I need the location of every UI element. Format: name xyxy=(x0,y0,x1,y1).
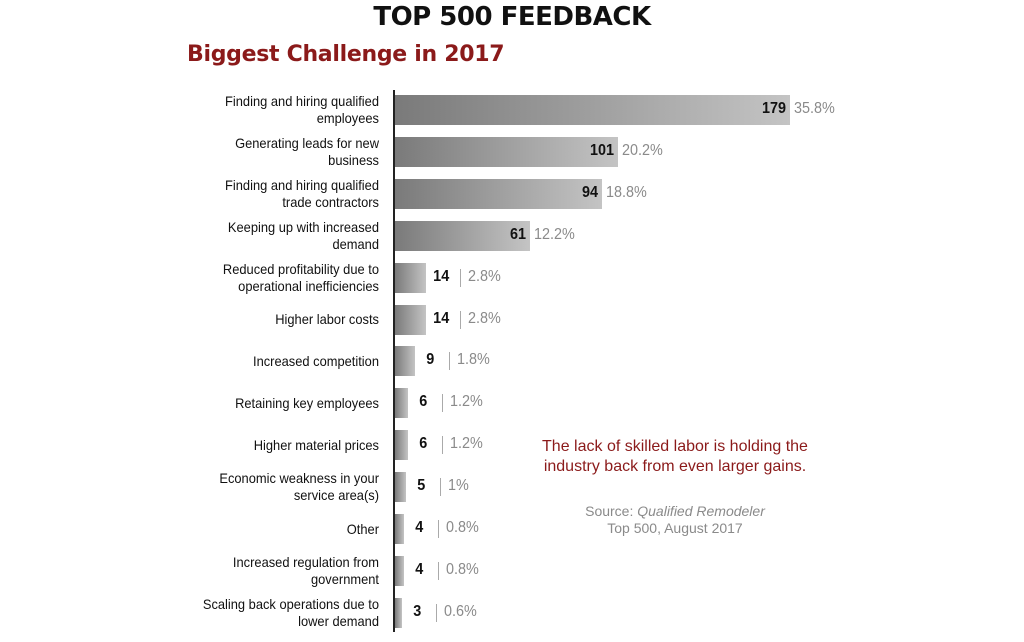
category-label: Increased competition xyxy=(252,353,379,369)
bar xyxy=(395,346,415,377)
category-label: Increased regulation from government xyxy=(232,554,379,587)
bar xyxy=(395,262,426,293)
category-label: Retaining key employees xyxy=(235,395,379,411)
value-separator xyxy=(449,352,450,370)
bar-percent-label: 12.2% xyxy=(534,226,575,243)
bar-value-label: 14 xyxy=(433,310,450,327)
bar xyxy=(395,388,408,419)
value-separator xyxy=(442,436,443,454)
bar-value-label: 94 xyxy=(581,184,598,201)
bar-value-label: 4 xyxy=(415,519,424,536)
value-separator xyxy=(460,311,461,329)
value-separator xyxy=(460,269,461,287)
source-publication: Qualified Remodeler xyxy=(637,503,765,519)
source-prefix: Source: xyxy=(585,503,638,519)
bar xyxy=(395,514,404,544)
bar-percent-label: 2.8% xyxy=(468,310,501,327)
bar xyxy=(395,304,426,335)
bar-percent-label: 0.6% xyxy=(444,603,477,620)
bar-value-label: 9 xyxy=(426,351,435,368)
value-separator xyxy=(438,562,439,580)
category-label: Higher labor costs xyxy=(275,311,379,327)
bar xyxy=(395,555,404,586)
bar-value-label: 5 xyxy=(417,477,426,494)
bar-percent-label: 1.2% xyxy=(450,435,483,452)
category-axis-line xyxy=(393,90,395,632)
category-label: Economic weakness in your service area(s… xyxy=(219,470,379,503)
value-separator xyxy=(438,520,439,538)
source-suffix: Top 500, August 2017 xyxy=(607,520,743,536)
bar xyxy=(395,95,790,125)
category-label: Finding and hiring qualified trade contr… xyxy=(225,177,379,210)
category-label: Scaling back operations due to lower dem… xyxy=(202,596,379,629)
bar-percent-label: 35.8% xyxy=(794,100,835,117)
bar-percent-label: 1.2% xyxy=(450,393,483,410)
chart-subtitle: Biggest Challenge in 2017 xyxy=(187,42,505,67)
bar xyxy=(395,430,408,461)
bar xyxy=(395,178,602,209)
bar-percent-label: 0.8% xyxy=(446,519,479,536)
category-label: Higher material prices xyxy=(253,437,379,453)
bar-value-label: 4 xyxy=(415,561,424,578)
bar-value-label: 6 xyxy=(419,435,428,452)
category-label: Other xyxy=(346,521,379,537)
bar-percent-label: 2.8% xyxy=(468,268,501,285)
chart-note: The lack of skilled labor is holding the… xyxy=(542,438,808,475)
value-separator xyxy=(442,394,443,412)
bar-value-label: 179 xyxy=(761,100,786,117)
bar xyxy=(395,220,530,251)
bar-percent-label: 1% xyxy=(448,477,469,494)
bar-percent-label: 18.8% xyxy=(606,184,647,201)
source-credit: Source: Qualified Remodeler Top 500, Aug… xyxy=(540,503,810,537)
bar-value-label: 61 xyxy=(509,226,526,243)
category-label: Keeping up with increased demand xyxy=(227,219,379,252)
bar-value-label: 6 xyxy=(419,393,428,410)
category-label: Generating leads for new business xyxy=(235,135,379,168)
value-separator xyxy=(440,478,441,496)
bar-value-label: 3 xyxy=(413,603,422,620)
value-separator xyxy=(436,604,437,622)
category-label: Reduced profitability due to operational… xyxy=(222,261,379,294)
bar-percent-label: 20.2% xyxy=(622,142,663,159)
bar xyxy=(395,597,402,628)
bar-percent-label: 0.8% xyxy=(446,561,479,578)
bar-value-label: 14 xyxy=(433,268,450,285)
bar-percent-label: 1.8% xyxy=(457,351,490,368)
chart-title: TOP 500 FEEDBACK xyxy=(373,2,651,32)
bar-value-label: 101 xyxy=(589,142,614,159)
bar xyxy=(395,472,406,503)
category-label: Finding and hiring qualified employees xyxy=(225,93,379,126)
bar xyxy=(395,136,618,167)
